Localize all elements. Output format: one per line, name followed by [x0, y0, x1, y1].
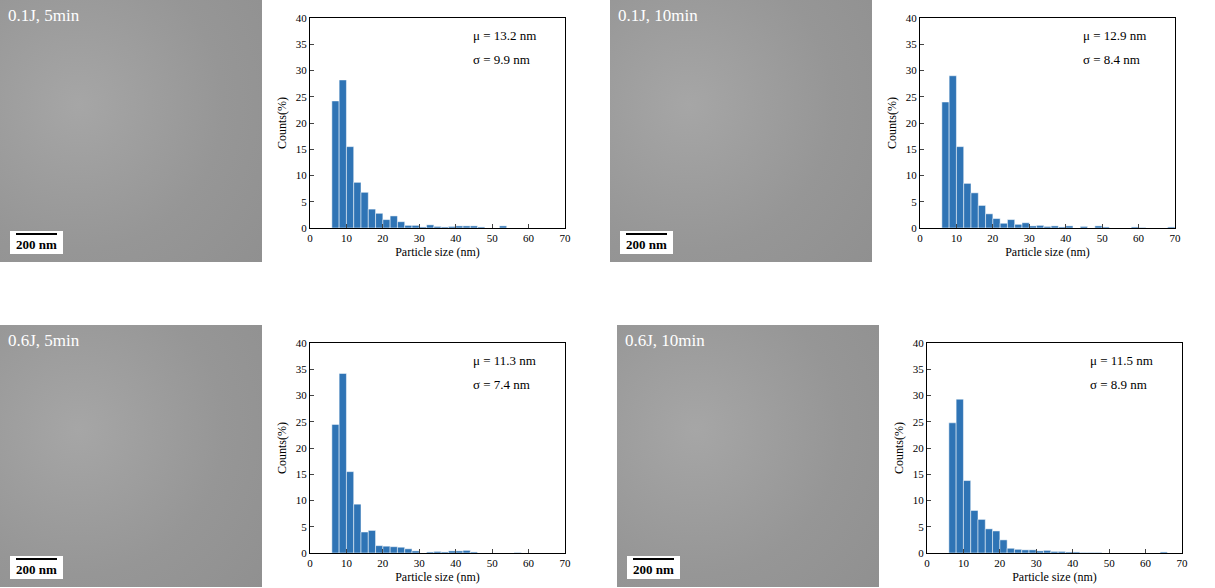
- svg-text:40: 40: [450, 557, 462, 569]
- svg-text:μ = 13.2 nm: μ = 13.2 nm: [473, 28, 536, 43]
- svg-text:30: 30: [296, 64, 308, 76]
- svg-text:5: 5: [301, 521, 307, 533]
- svg-text:Counts(%): Counts(%): [892, 422, 906, 474]
- svg-text:0: 0: [301, 222, 307, 234]
- svg-text:Particle size (nm): Particle size (nm): [395, 570, 480, 584]
- svg-text:10: 10: [958, 557, 970, 569]
- svg-text:μ = 11.3 nm: μ = 11.3 nm: [473, 353, 536, 368]
- svg-text:0: 0: [918, 547, 924, 559]
- svg-text:5: 5: [918, 521, 924, 533]
- svg-text:10: 10: [296, 169, 308, 181]
- svg-text:40: 40: [913, 337, 925, 349]
- svg-text:70: 70: [560, 557, 572, 569]
- svg-text:30: 30: [414, 557, 426, 569]
- svg-text:10: 10: [341, 232, 353, 244]
- svg-text:10: 10: [906, 169, 918, 181]
- svg-text:0: 0: [307, 232, 313, 244]
- svg-text:30: 30: [906, 64, 918, 76]
- svg-text:Counts(%): Counts(%): [275, 422, 289, 474]
- svg-text:10: 10: [951, 232, 963, 244]
- svg-text:20: 20: [296, 117, 308, 129]
- svg-text:70: 70: [1177, 557, 1189, 569]
- svg-text:10: 10: [913, 494, 925, 506]
- svg-text:40: 40: [1060, 232, 1072, 244]
- svg-text:25: 25: [296, 416, 308, 428]
- svg-text:70: 70: [1170, 232, 1182, 244]
- svg-text:15: 15: [296, 143, 308, 155]
- html-text:200 nm: 200 nm: [633, 562, 674, 577]
- svg-text:10: 10: [296, 494, 308, 506]
- svg-text:30: 30: [1024, 232, 1036, 244]
- svg-text:40: 40: [906, 12, 918, 24]
- svg-text:35: 35: [296, 363, 308, 375]
- svg-text:σ = 7.4 nm: σ = 7.4 nm: [473, 377, 530, 392]
- html-text:0.1J, 10min: 0.1J, 10min: [618, 6, 698, 25]
- svg-text:35: 35: [296, 38, 308, 50]
- html-text:200 nm: 200 nm: [16, 237, 57, 252]
- svg-text:60: 60: [523, 557, 535, 569]
- svg-text:25: 25: [913, 416, 925, 428]
- svg-text:15: 15: [296, 468, 308, 480]
- svg-text:25: 25: [296, 91, 308, 103]
- svg-text:25: 25: [906, 91, 918, 103]
- svg-text:0: 0: [301, 547, 307, 559]
- svg-text:0: 0: [307, 557, 313, 569]
- svg-text:40: 40: [450, 232, 462, 244]
- svg-text:70: 70: [560, 232, 572, 244]
- svg-text:40: 40: [1067, 557, 1079, 569]
- svg-text:Particle size (nm): Particle size (nm): [395, 245, 480, 259]
- svg-text:50: 50: [487, 232, 499, 244]
- svg-text:20: 20: [296, 442, 308, 454]
- svg-text:μ = 11.5 nm: μ = 11.5 nm: [1090, 353, 1153, 368]
- svg-text:40: 40: [296, 337, 308, 349]
- svg-text:60: 60: [1133, 232, 1145, 244]
- svg-text:15: 15: [906, 143, 918, 155]
- svg-text:60: 60: [1140, 557, 1152, 569]
- svg-text:Particle size (nm): Particle size (nm): [1012, 570, 1097, 584]
- svg-text:20: 20: [913, 442, 925, 454]
- svg-text:35: 35: [906, 38, 918, 50]
- svg-text:0: 0: [911, 222, 917, 234]
- svg-text:Counts(%): Counts(%): [885, 97, 899, 149]
- svg-text:0: 0: [917, 232, 923, 244]
- svg-text:10: 10: [341, 557, 353, 569]
- html-text:200 nm: 200 nm: [16, 562, 57, 577]
- svg-text:30: 30: [296, 389, 308, 401]
- svg-text:50: 50: [1097, 232, 1109, 244]
- svg-text:40: 40: [296, 12, 308, 24]
- html-text:0.1J, 5min: 0.1J, 5min: [8, 6, 80, 25]
- svg-text:5: 5: [911, 196, 917, 208]
- html-text:0.6J, 5min: 0.6J, 5min: [8, 331, 80, 350]
- svg-text:20: 20: [377, 232, 389, 244]
- svg-text:30: 30: [1031, 557, 1043, 569]
- svg-text:30: 30: [913, 389, 925, 401]
- svg-text:20: 20: [994, 557, 1006, 569]
- svg-text:50: 50: [1104, 557, 1116, 569]
- html-text:0.6J, 10min: 0.6J, 10min: [625, 331, 705, 350]
- svg-text:σ = 8.4 nm: σ = 8.4 nm: [1083, 52, 1140, 67]
- svg-text:5: 5: [301, 196, 307, 208]
- svg-text:35: 35: [913, 363, 925, 375]
- svg-text:Particle size (nm): Particle size (nm): [1005, 245, 1090, 259]
- svg-text:60: 60: [523, 232, 535, 244]
- html-text:200 nm: 200 nm: [626, 237, 667, 252]
- svg-text:20: 20: [987, 232, 999, 244]
- svg-text:Counts(%): Counts(%): [275, 97, 289, 149]
- svg-text:μ = 12.9 nm: μ = 12.9 nm: [1083, 28, 1146, 43]
- svg-text:σ = 9.9 nm: σ = 9.9 nm: [473, 52, 530, 67]
- svg-text:20: 20: [377, 557, 389, 569]
- svg-text:50: 50: [487, 557, 499, 569]
- svg-text:σ = 8.9 nm: σ = 8.9 nm: [1090, 377, 1147, 392]
- svg-text:20: 20: [906, 117, 918, 129]
- svg-text:0: 0: [924, 557, 930, 569]
- svg-text:15: 15: [913, 468, 925, 480]
- svg-text:30: 30: [414, 232, 426, 244]
